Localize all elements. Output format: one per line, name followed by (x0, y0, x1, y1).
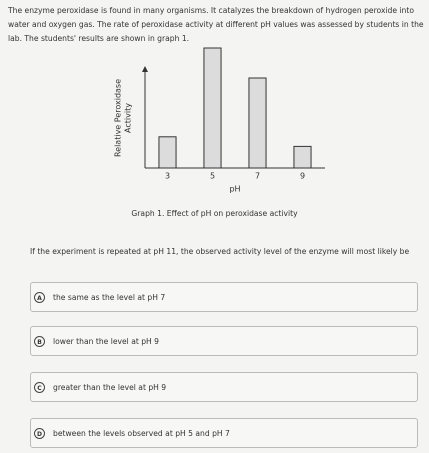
option-letter: D (34, 428, 45, 439)
option-letter: B (34, 336, 45, 347)
y-axis-arrow (142, 66, 148, 72)
y-axis-label: Activity (124, 103, 133, 133)
x-tick-label: 7 (255, 172, 260, 181)
option-text: lower than the level at pH 9 (53, 337, 160, 346)
option-text: greater than the level at pH 9 (53, 383, 167, 392)
option-text: between the levels observed at pH 5 and … (53, 429, 230, 438)
bar (203, 47, 222, 169)
bar (293, 145, 312, 169)
chart: Relative Peroxidase Activity pH 3 5 7 9 (114, 47, 325, 194)
x-tick-label: 9 (300, 172, 305, 181)
x-tick-label: 3 (165, 172, 170, 181)
x-axis-label: pH (229, 185, 240, 194)
passage: The enzyme peroxidase is found in many o… (8, 6, 424, 43)
option-text: the same as the level at pH 7 (53, 293, 166, 302)
bar (248, 77, 267, 169)
x-tick-label: 5 (210, 172, 215, 181)
question: If the experiment is repeated at pH 11, … (30, 247, 410, 256)
option-letter: C (34, 382, 45, 393)
y-axis-label: Relative Peroxidase (114, 79, 123, 157)
bar (158, 136, 177, 169)
option-letter: A (34, 292, 45, 303)
chart-caption: Graph 1. Effect of pH on peroxidase acti… (131, 209, 298, 218)
